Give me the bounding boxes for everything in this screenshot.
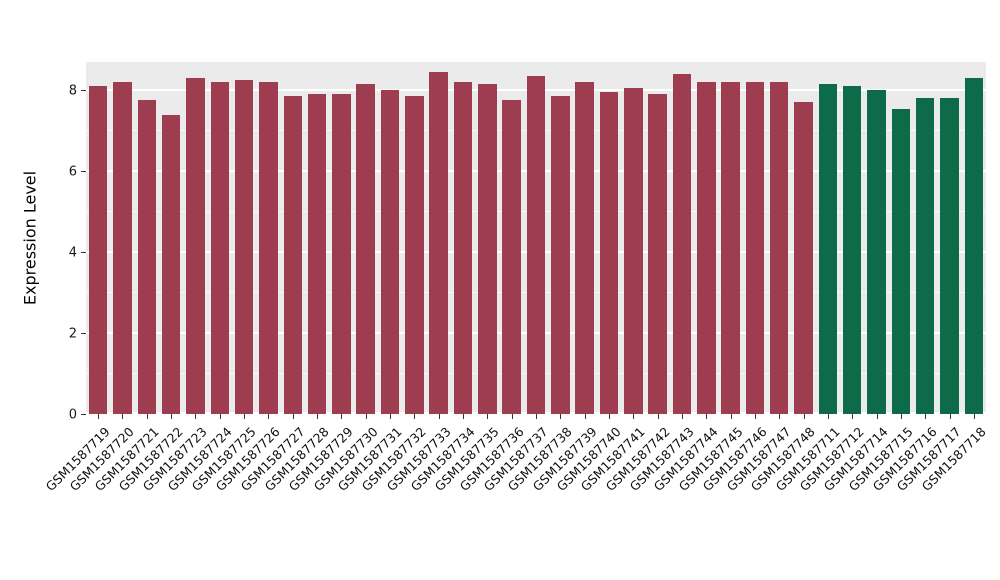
- bar: [113, 82, 132, 414]
- bar: [453, 82, 473, 414]
- x-tick-mark: [463, 414, 465, 419]
- bar: [867, 90, 886, 414]
- x-tick-mark: [925, 414, 927, 419]
- bar: [405, 96, 424, 414]
- bar: [210, 82, 230, 414]
- y-tick-label: 0: [68, 407, 77, 422]
- bar: [429, 72, 448, 414]
- x-tick-mark: [536, 414, 537, 419]
- y-tick-label: 2: [68, 326, 77, 342]
- x-tick-mark: [414, 414, 416, 419]
- bar: [380, 90, 400, 414]
- x-tick-mark: [365, 414, 367, 419]
- bar: [697, 82, 716, 414]
- x-tick-mark: [900, 414, 902, 419]
- x-tick-mark: [487, 414, 489, 419]
- bar: [502, 100, 521, 414]
- y-tick-mark: [81, 414, 86, 415]
- y-tick-label: 4: [68, 245, 77, 261]
- x-tick-mark: [341, 414, 343, 419]
- x-tick-mark: [195, 414, 197, 419]
- x-tick-mark: [779, 414, 781, 419]
- bar: [307, 94, 327, 414]
- bar: [770, 82, 789, 414]
- bar: [648, 94, 667, 414]
- bar: [745, 82, 765, 414]
- bar: [283, 96, 302, 414]
- x-tick-mark: [219, 414, 221, 419]
- x-tick-mark: [754, 414, 756, 419]
- x-tick-mark: [608, 414, 610, 419]
- x-tick-mark: [730, 414, 732, 419]
- bar: [818, 84, 838, 414]
- bar: [940, 98, 959, 414]
- y-tick-label: 8: [68, 83, 77, 99]
- bar: [624, 88, 643, 414]
- bar: [186, 78, 205, 414]
- bar: [478, 84, 497, 414]
- x-tick-mark: [171, 414, 173, 419]
- x-tick-mark: [292, 414, 294, 419]
- x-tick-mark: [633, 414, 635, 419]
- bar: [137, 100, 157, 414]
- y-axis-title: Expression Level: [20, 170, 40, 306]
- x-tick-mark: [390, 414, 392, 419]
- y-tick-mark: [81, 252, 86, 254]
- bar: [526, 76, 546, 414]
- bar: [964, 78, 984, 414]
- bar: [88, 86, 108, 414]
- x-tick-mark: [973, 414, 975, 419]
- x-tick-mark: [852, 414, 854, 419]
- bar: [551, 96, 570, 414]
- x-tick-mark: [876, 414, 878, 419]
- x-tick-mark: [244, 414, 246, 419]
- bar: [599, 92, 619, 414]
- y-tick-mark: [81, 333, 86, 335]
- plot-area: [86, 62, 986, 414]
- bar: [356, 84, 375, 414]
- bar: [721, 82, 740, 414]
- bar: [259, 82, 278, 414]
- x-tick-mark: [438, 414, 440, 419]
- x-tick-mark: [98, 414, 100, 419]
- x-tick-mark: [268, 414, 270, 419]
- x-tick-mark: [803, 414, 805, 419]
- x-tick-mark: [681, 414, 683, 419]
- x-tick-mark: [657, 414, 659, 419]
- x-tick-mark: [584, 414, 586, 419]
- x-tick-mark: [146, 414, 148, 419]
- bar: [842, 86, 862, 414]
- bar: [891, 108, 911, 414]
- bar: [915, 98, 935, 414]
- y-tick-mark: [81, 90, 86, 92]
- x-tick-mark: [706, 414, 708, 419]
- x-tick-mark: [949, 414, 951, 419]
- bar: [575, 82, 594, 414]
- x-tick-mark: [560, 414, 562, 419]
- bar: [794, 102, 813, 414]
- x-tick-mark: [122, 414, 124, 419]
- y-tick-mark: [81, 171, 86, 173]
- bar: [161, 114, 181, 414]
- y-tick-label: 6: [68, 164, 77, 180]
- x-tick-mark: [511, 414, 513, 419]
- bar: [672, 74, 692, 414]
- x-tick-mark: [827, 414, 829, 419]
- x-tick-mark: [317, 414, 319, 419]
- bar: [332, 94, 351, 414]
- bar: [234, 80, 254, 414]
